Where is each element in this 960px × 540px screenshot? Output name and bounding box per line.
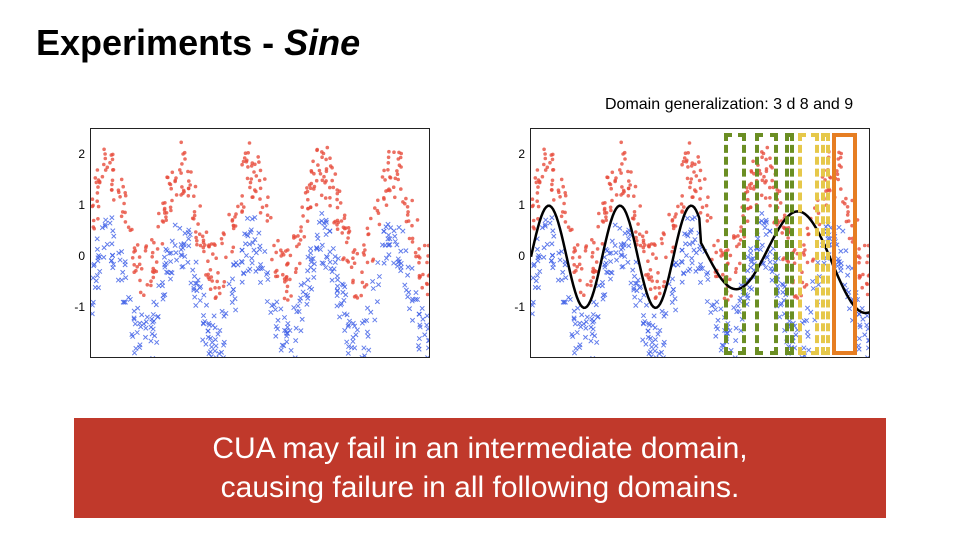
callout-line2: causing failure in all following domains… [221,471,740,504]
domain-overlay-1 [755,133,778,355]
scatter-svg [531,129,870,358]
domain-overlay-5 [832,133,857,355]
y-tick-label: -1 [490,300,525,314]
plot-right [530,128,870,358]
y-tick-label: 2 [50,147,85,161]
callout-line1: CUA may fail in an intermediate domain, [212,432,747,465]
y-tick-label: 0 [490,249,525,263]
chart-area: 2 1 0 -1 2 1 0 -1 [50,118,920,388]
y-tick-label: 1 [50,198,85,212]
y-tick-label: -1 [50,300,85,314]
title-prefix: Experiments - [36,22,284,63]
y-tick-label: 0 [50,249,85,263]
domain-overlay-2 [785,133,794,355]
chart-right: 2 1 0 -1 [490,118,890,378]
domain-overlap-label: Domain generalization: 3 d 8 and 9 [605,96,853,114]
chart-left: 2 1 0 -1 [50,118,450,378]
callout-banner: CUA may fail in an intermediate domain, … [74,418,886,518]
y-tick-label: 1 [490,198,525,212]
slide-title: Experiments - Sine [36,22,360,64]
domain-overlay-3 [798,133,818,355]
title-italic: Sine [284,22,360,63]
y-tick-label: 2 [490,147,525,161]
domain-overlay-4 [821,133,830,355]
callout-text: CUA may fail in an intermediate domain, … [212,429,747,507]
domain-overlay-0 [724,133,747,355]
scatter-svg [91,129,430,358]
plot-left [90,128,430,358]
